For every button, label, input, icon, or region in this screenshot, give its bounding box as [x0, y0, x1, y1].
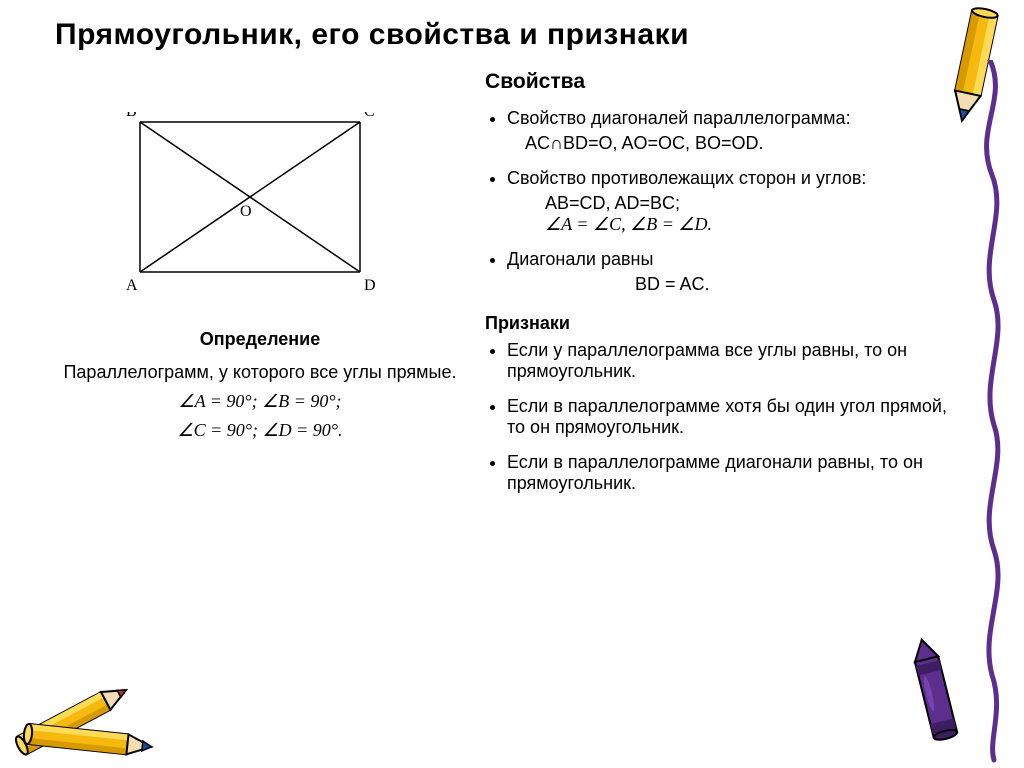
sign-1: Если у параллелограмма все углы равны, т…: [507, 340, 964, 382]
property-3: Диагонали равны: [507, 249, 964, 270]
property-2-math-1: AB=CD, AD=BC;: [485, 193, 964, 214]
property-2-math-2: ∠A = ∠C, ∠B = ∠D.: [485, 214, 964, 235]
property-1: Свойство диагоналей параллелограмма:: [507, 108, 964, 129]
sign-3: Если в параллелограмме диагонали равны, …: [507, 452, 964, 494]
properties-heading: Свойства: [485, 70, 964, 94]
page-title: Прямоугольник, его свойства и признаки: [55, 18, 964, 52]
definition-math-1: ∠A = 90°; ∠B = 90°;: [55, 391, 465, 412]
right-column: Свойства Свойство диагоналей параллелогр…: [485, 62, 964, 498]
left-column: B C A D O Определение Параллелограмм, у кото…: [55, 62, 465, 498]
svg-text:C: C: [364, 112, 375, 120]
crayon-icon: [896, 632, 976, 762]
crayons-icon: [6, 642, 176, 762]
signs-heading: Признаки: [485, 313, 964, 334]
definition-heading: Определение: [55, 329, 465, 350]
squiggle-icon: [978, 60, 1016, 768]
property-1-math: AC∩BD=O, AO=OC, BO=OD.: [485, 133, 964, 154]
definition-math-2: ∠C = 90°; ∠D = 90°.: [55, 420, 465, 441]
sign-2: Если в параллелограмме хотя бы один угол…: [507, 396, 964, 438]
svg-text:A: A: [126, 277, 138, 292]
property-2: Свойство противолежащих сторон и углов:: [507, 168, 964, 189]
svg-text:B: B: [126, 112, 137, 120]
definition-text: Параллелограмм, у которого все углы прям…: [55, 362, 465, 383]
property-3-math: BD = AC.: [485, 274, 964, 295]
svg-text:O: O: [240, 203, 252, 220]
svg-text:D: D: [364, 277, 376, 292]
rectangle-diagram: B C A D O: [120, 112, 400, 292]
